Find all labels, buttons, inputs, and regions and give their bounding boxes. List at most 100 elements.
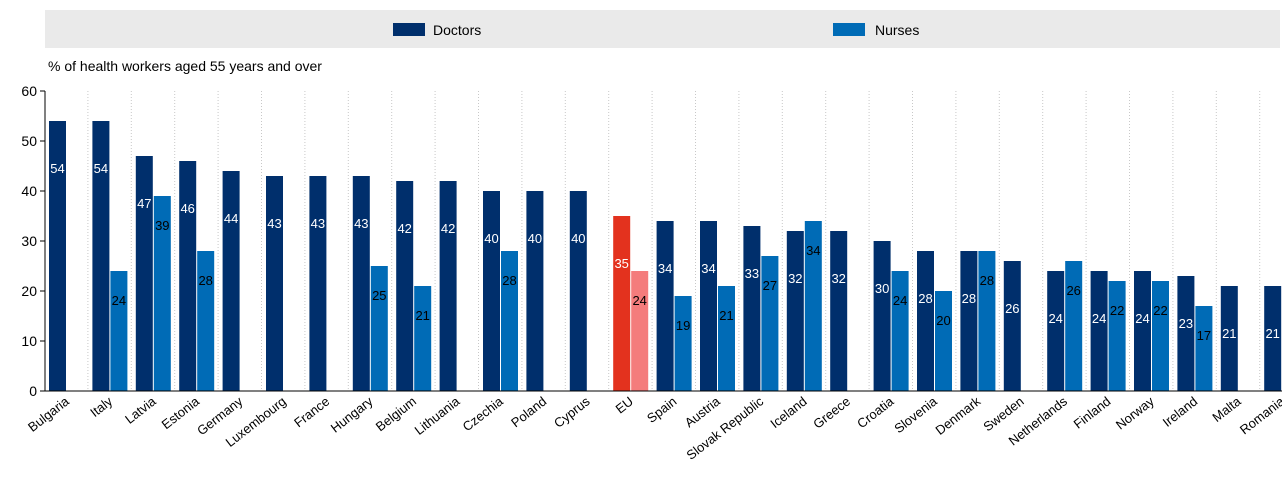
data-label-doctors: 24: [1048, 311, 1062, 326]
bar-nurses-slovak-republic: [761, 256, 779, 391]
data-label-doctors: 28: [962, 291, 976, 306]
legend-swatch-nurses: [833, 23, 865, 36]
y-tick-label: 0: [29, 383, 37, 399]
category-label: Poland: [508, 394, 549, 431]
data-label-doctors: 43: [267, 216, 281, 231]
category-label: Slovenia: [891, 393, 940, 436]
data-label-doctors: 44: [224, 211, 238, 226]
category-label: Denmark: [932, 393, 983, 438]
y-tick-label: 40: [21, 183, 37, 199]
bar-doctors-romania: [1264, 286, 1282, 391]
y-axis-label: % of health workers aged 55 years and ov…: [48, 58, 322, 74]
bar-nurses-ireland: [1195, 306, 1213, 391]
category-label: Norway: [1113, 393, 1157, 432]
bar-nurses-iceland: [804, 221, 822, 391]
data-label-doctors: 32: [831, 271, 845, 286]
category-label: Croatia: [854, 393, 897, 431]
bar-doctors-croatia: [873, 241, 891, 391]
data-label-nurses: 28: [198, 273, 212, 288]
category-label: Cyprus: [551, 393, 593, 430]
bar-doctors-czechia: [483, 191, 500, 391]
bar-doctors-lithuania: [439, 181, 457, 391]
category-label: Romania: [1237, 393, 1282, 437]
bar-doctors-france: [309, 176, 327, 391]
grid-lines: [87, 91, 1261, 391]
bar-nurses-norway: [1152, 281, 1169, 391]
data-label-nurses: 21: [415, 308, 429, 323]
data-label-nurses: 17: [1197, 328, 1211, 343]
bar-doctors-slovak-republic: [743, 226, 761, 391]
category-label: Bulgaria: [25, 393, 72, 435]
data-label-doctors: 30: [875, 281, 889, 296]
data-label-doctors: 43: [354, 216, 368, 231]
data-label-nurses: 21: [719, 308, 733, 323]
legend-label-doctors: Doctors: [433, 22, 481, 38]
data-label-doctors: 34: [658, 261, 672, 276]
bar-doctors-denmark: [960, 251, 978, 391]
y-axis-ticks: 0 10 20 30 40 50 60: [21, 83, 45, 399]
data-label-nurses: 22: [1110, 303, 1124, 318]
bar-doctors-italy: [92, 121, 110, 391]
data-label-doctors: 40: [484, 231, 498, 246]
legend-swatch-doctors: [393, 23, 425, 36]
bar-nurses-croatia: [891, 271, 909, 391]
bar-nurses-slovenia: [935, 291, 952, 391]
data-label-nurses: 28: [502, 273, 516, 288]
y-tick-label: 30: [21, 233, 37, 249]
data-label-doctors: 42: [441, 221, 455, 236]
data-label-doctors: 32: [788, 271, 802, 286]
data-label-nurses: 24: [893, 293, 907, 308]
data-label-doctors: 54: [94, 161, 108, 176]
category-labels: Bulgaria Italy Latvia EstoniaGermanyLuxembo…: [25, 393, 1282, 463]
data-label-nurses: 24: [632, 293, 646, 308]
data-label-doctors: 42: [397, 221, 411, 236]
y-tick-label: 20: [21, 283, 37, 299]
bars: [49, 121, 1282, 391]
bar-nurses-estonia: [197, 251, 215, 391]
data-label-doctors: 40: [528, 231, 542, 246]
data-label-nurses: 25: [372, 288, 386, 303]
category-label: Spain: [644, 394, 679, 426]
legend-box: [45, 10, 1280, 48]
data-label-nurses: 27: [763, 278, 777, 293]
data-label-nurses: 19: [676, 318, 690, 333]
bar-doctors-eu: [613, 216, 631, 391]
y-tick-label: 60: [21, 83, 37, 99]
data-label-nurses: 24: [112, 293, 126, 308]
bar-nurses-spain: [674, 296, 692, 391]
data-label-nurses: 20: [936, 313, 950, 328]
data-labels: 54 54 24 47 39 46 28 44 43 43 43 25 42 21 42 40 28 40 40 35…: [50, 161, 1280, 343]
bar-doctors-hungary: [352, 176, 370, 391]
y-tick-label: 50: [21, 133, 37, 149]
bar-nurses-belgium: [414, 286, 432, 391]
category-label: Hungary: [328, 393, 376, 435]
data-label-doctors: 40: [571, 231, 585, 246]
category-label: Greece: [810, 394, 853, 432]
category-label: Latvia: [122, 393, 159, 427]
bar-doctors-belgium: [396, 181, 414, 391]
bar-doctors-netherlands: [1047, 271, 1065, 391]
category-label: Malta: [1209, 393, 1244, 425]
data-label-nurses: 34: [806, 243, 820, 258]
bar-doctors-ireland: [1177, 276, 1195, 391]
bar-doctors-cyprus: [569, 191, 587, 391]
bar-doctors-greece: [830, 231, 848, 391]
bar-doctors-germany: [222, 171, 240, 391]
data-label-doctors: 21: [1265, 326, 1279, 341]
category-label: Iceland: [767, 394, 809, 432]
bar-nurses-italy: [110, 271, 128, 391]
bar-doctors-bulgaria: [49, 121, 66, 391]
legend-label-nurses: Nurses: [875, 22, 919, 38]
bar-doctors-finland: [1090, 271, 1108, 391]
data-label-nurses: 28: [980, 273, 994, 288]
data-label-doctors: 24: [1092, 311, 1106, 326]
bar-doctors-norway: [1134, 271, 1151, 391]
bar-nurses-latvia: [153, 196, 171, 391]
bar-doctors-latvia: [135, 156, 153, 391]
bar-nurses-hungary: [370, 266, 388, 391]
data-label-doctors: 46: [180, 201, 194, 216]
category-label: France: [291, 394, 332, 431]
bar-doctors-spain: [656, 221, 674, 391]
bar-doctors-malta: [1220, 286, 1238, 391]
